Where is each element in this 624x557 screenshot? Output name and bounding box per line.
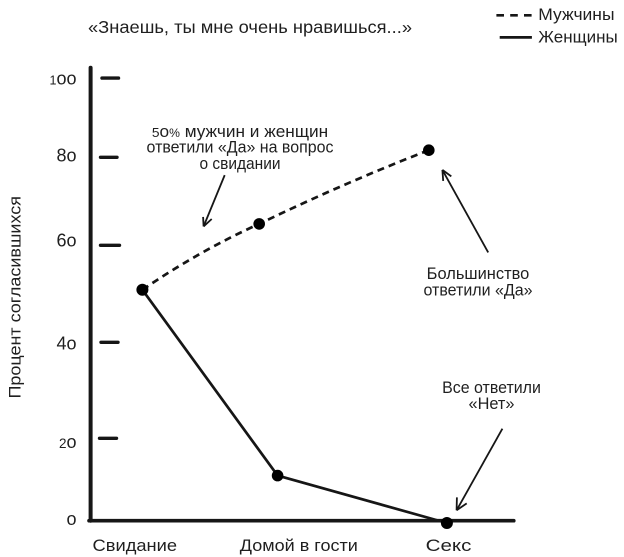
svg-text:Мужчины: Мужчины: [538, 5, 614, 24]
svg-text:Женщины: Женщины: [538, 27, 617, 46]
svg-text:Секс: Секс: [426, 536, 472, 555]
svg-text:о свидании: о свидании: [200, 155, 281, 173]
svg-text:ответили «Да»: ответили «Да»: [424, 282, 533, 300]
svg-text:«Знаешь, ты мне очень нравишьс: «Знаешь, ты мне очень нравишься...»: [88, 17, 412, 37]
svg-text:4o: 4o: [56, 334, 76, 354]
svg-text:Свидание: Свидание: [93, 536, 178, 555]
svg-text:Процент согласившихся: Процент согласившихся: [6, 196, 25, 399]
svg-text:ответили «Да» на вопрос: ответили «Да» на вопрос: [147, 138, 334, 156]
svg-text:8o: 8o: [56, 145, 76, 165]
svg-text:Все ответили: Все ответили: [442, 379, 541, 397]
svg-text:«Нет»: «Нет»: [469, 395, 515, 413]
svg-text:Большинство: Большинство: [427, 265, 530, 283]
svg-text:1oo: 1oo: [50, 69, 77, 89]
svg-text:o: o: [66, 509, 76, 529]
svg-text:Домой в гости: Домой в гости: [240, 536, 358, 555]
svg-text:6o: 6o: [56, 230, 76, 250]
svg-text:2o: 2o: [59, 432, 77, 452]
svg-text:5o% мужчин и женщин: 5o% мужчин и женщин: [152, 123, 328, 141]
